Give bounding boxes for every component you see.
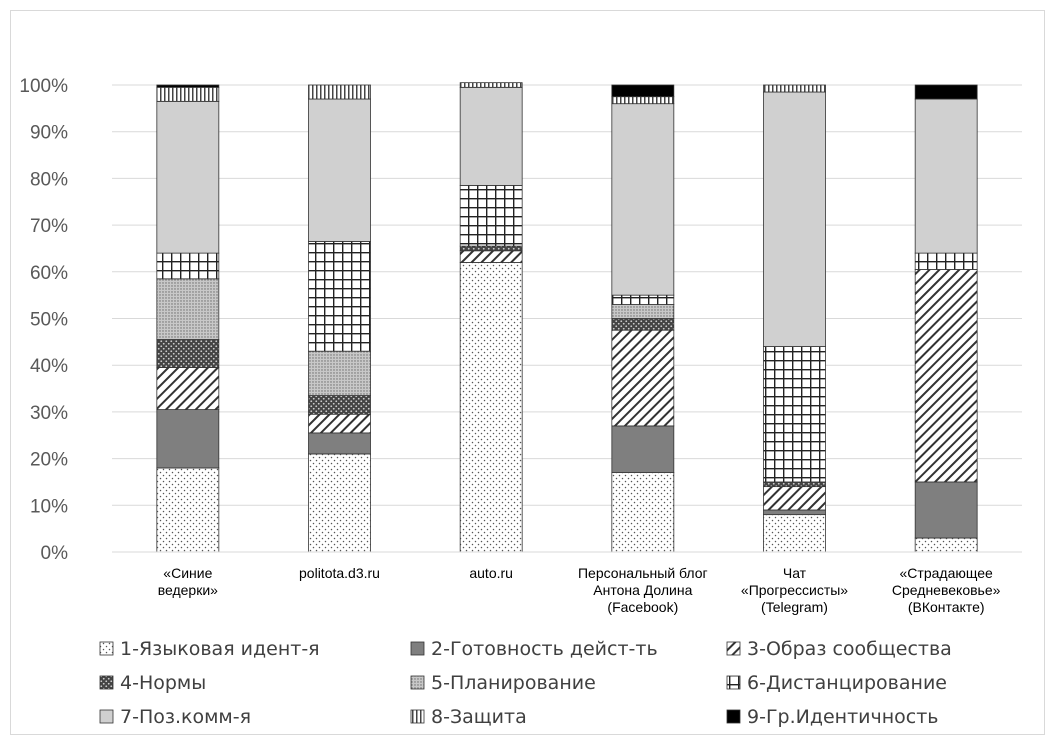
x-category-label: politota.d3.ru (299, 565, 380, 581)
bar-segment (459, 250, 523, 263)
bar-segment (611, 96, 675, 105)
bar-segment (914, 84, 978, 100)
y-tick-label: 20% (30, 450, 68, 471)
legend-label: 5-Планирование (431, 672, 596, 694)
bar-segment (156, 252, 220, 280)
bar-segment (611, 84, 675, 98)
x-category-label: Персональный блог (578, 565, 708, 581)
bar-segment (611, 472, 675, 553)
legend-swatch (726, 709, 741, 724)
bar-segment (611, 304, 675, 319)
x-category-label: Средневековье» (892, 582, 1001, 598)
bar-segment (308, 395, 371, 415)
legend-label: 7-Поз.комм-я (120, 706, 251, 728)
x-category-label: «Прогрессисты» (741, 582, 848, 598)
bars (156, 82, 978, 553)
bar-segment (156, 84, 220, 88)
bar-segment (156, 100, 220, 254)
gridlines (112, 84, 1022, 506)
y-tick-label: 60% (30, 263, 68, 284)
bar-segment (459, 82, 523, 88)
chart-frame (10, 10, 1045, 735)
legend: 1-Языковая идент-я 2-Готовность дейст-ть 3… (99, 638, 952, 728)
bar-segment (308, 84, 371, 100)
bar-segment (308, 413, 371, 434)
x-category-label: auto.ru (469, 565, 513, 581)
legend-label: 3-Образ сообщества (747, 638, 952, 660)
bar-segment (308, 432, 371, 455)
y-tick-label: 0% (41, 543, 69, 564)
x-category-label: «Синие (163, 565, 212, 581)
bar-segment (611, 329, 675, 427)
bar-segment (763, 91, 826, 347)
x-category-label: (Facebook) (607, 599, 678, 615)
legend-label: 1-Языковая идент-я (120, 638, 320, 660)
bar-segment (459, 262, 523, 553)
bar-segment (763, 84, 826, 93)
y-tick-label: 80% (30, 169, 68, 190)
bar-segment (308, 241, 371, 352)
legend-label: 6-Дистанцирование (747, 672, 947, 694)
x-category-label: «Страдающее (900, 565, 993, 581)
bar-segment (611, 425, 675, 474)
legend-swatch (410, 641, 425, 656)
legend-swatch (726, 675, 741, 690)
bar-segment (914, 98, 978, 254)
legend-swatch (99, 641, 114, 656)
bar-segment (914, 252, 978, 270)
bar-segment (308, 453, 371, 553)
x-category-label: (ВКонтакте) (908, 599, 985, 615)
bar-segment (763, 486, 826, 511)
bar-segment (156, 278, 220, 340)
bar-segment (611, 103, 675, 296)
bar-segment (459, 245, 523, 252)
legend-swatch (410, 709, 425, 724)
y-tick-label: 50% (30, 310, 68, 331)
bar-segment (763, 509, 826, 516)
legend-swatch (99, 709, 114, 724)
y-tick-label: 30% (30, 403, 68, 424)
bar-segment (156, 339, 220, 368)
x-category-label: (Telegram) (761, 599, 828, 615)
bar-segment (156, 86, 220, 102)
y-tick-label: 70% (30, 216, 68, 237)
bar-segment (156, 409, 220, 469)
bar-segment (459, 185, 523, 247)
bar-segment (611, 294, 675, 305)
bar-segment (763, 346, 826, 483)
bar-segment (459, 86, 523, 186)
bar-segment (156, 467, 220, 553)
x-category-label: Антона Долина (593, 582, 692, 598)
x-category-label: Чат (783, 565, 807, 581)
bar-segment (763, 481, 826, 488)
legend-swatch (410, 675, 425, 690)
y-tick-label: 10% (30, 496, 68, 517)
y-axis-ticks: 0% 10% 20% 30% 40% 50% 60% 70% 80% 90% 100% (19, 76, 68, 564)
legend-swatch (726, 641, 741, 656)
legend-label: 2-Готовность дейст-ть (431, 638, 658, 660)
x-category-label: ведерки» (158, 582, 218, 598)
y-tick-label: 100% (19, 76, 68, 97)
bar-segment (611, 318, 675, 331)
bar-segment (308, 98, 371, 242)
bar-segment (914, 269, 978, 483)
legend-swatch (99, 675, 114, 690)
bar-segment (763, 514, 826, 553)
y-tick-label: 40% (30, 356, 68, 377)
bar-segment (914, 481, 978, 539)
legend-label: 9-Гр.Идентичность (747, 706, 939, 728)
bar-segment (156, 367, 220, 410)
y-tick-label: 90% (30, 123, 68, 144)
bar-segment (308, 350, 371, 396)
bar-segment (914, 537, 978, 553)
legend-label: 4-Нормы (120, 672, 206, 694)
legend-label: 8-Защита (431, 706, 527, 728)
